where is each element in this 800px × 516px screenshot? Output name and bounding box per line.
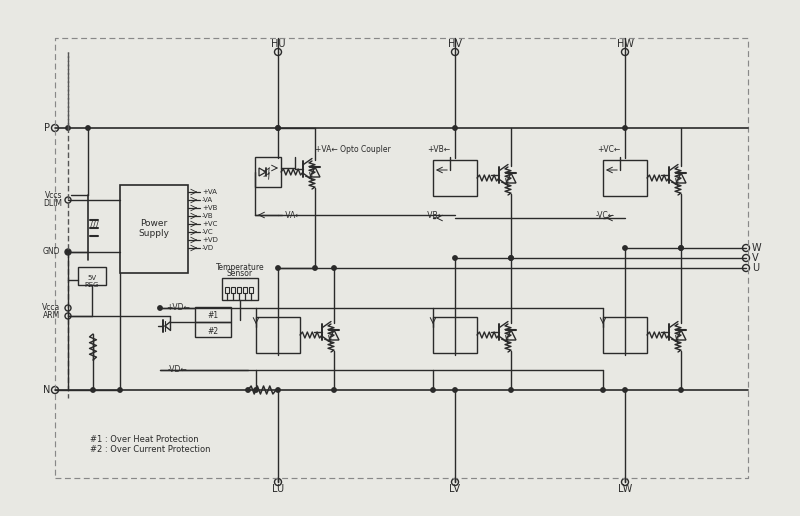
Bar [120, 185, 188, 273]
Circle shape [246, 388, 250, 392]
Circle shape [509, 256, 514, 260]
Bar [78, 267, 106, 285]
Text: HW: HW [617, 39, 634, 49]
Circle shape [332, 266, 336, 270]
Text: #1 : Over Heat Protection: #1 : Over Heat Protection [90, 436, 198, 444]
Circle shape [91, 388, 95, 392]
Circle shape [118, 388, 122, 392]
Text: GND: GND [42, 248, 60, 256]
Bar [433, 160, 477, 196]
Polygon shape [676, 330, 686, 340]
Circle shape [332, 388, 336, 392]
Text: N: N [42, 385, 50, 395]
Bar [195, 322, 231, 337]
Text: V: V [752, 253, 758, 263]
Text: HV: HV [448, 39, 462, 49]
Text: REG: REG [85, 282, 99, 288]
Circle shape [313, 266, 317, 270]
Bar [433, 317, 477, 353]
Text: -VC: -VC [202, 229, 214, 235]
Circle shape [453, 126, 458, 130]
Text: #2: #2 [207, 327, 218, 335]
Text: Temperature: Temperature [216, 263, 264, 271]
Text: +VB←: +VB← [427, 146, 450, 154]
Circle shape [66, 126, 70, 130]
Bar [603, 160, 647, 196]
Text: #1: #1 [207, 312, 218, 320]
Bar [231, 287, 235, 293]
Text: LU: LU [272, 484, 284, 494]
Text: #2 : Over Current Protection: #2 : Over Current Protection [90, 445, 210, 455]
Text: -VD: -VD [202, 245, 214, 251]
Bar [255, 157, 281, 187]
Bar [237, 287, 241, 293]
Circle shape [158, 306, 162, 310]
Polygon shape [506, 173, 516, 183]
Bar [249, 287, 253, 293]
Polygon shape [329, 330, 339, 340]
Circle shape [453, 388, 458, 392]
Text: +VD: +VD [202, 237, 218, 243]
Polygon shape [310, 167, 320, 177]
Text: ///: /// [90, 220, 98, 230]
Bar [243, 287, 247, 293]
Text: +VB: +VB [202, 205, 218, 211]
Text: U: U [752, 263, 759, 273]
Text: -VA: -VA [202, 197, 213, 203]
Circle shape [276, 126, 280, 130]
Circle shape [622, 388, 627, 392]
Circle shape [276, 388, 280, 392]
Text: -VA←: -VA← [284, 211, 302, 219]
Text: W: W [752, 243, 762, 253]
Circle shape [678, 246, 683, 250]
Text: P: P [44, 123, 50, 133]
Text: DLIM: DLIM [43, 199, 62, 207]
Text: -VB: -VB [202, 213, 214, 219]
Bar [195, 307, 231, 322]
Circle shape [86, 126, 90, 130]
Circle shape [601, 388, 606, 392]
Bar [256, 317, 300, 353]
Text: Power: Power [140, 219, 168, 229]
Text: +VC: +VC [202, 221, 218, 227]
Polygon shape [259, 168, 266, 176]
Text: ARM: ARM [42, 311, 60, 319]
Text: +VD←: +VD← [166, 303, 190, 313]
Text: Vcca: Vcca [42, 303, 60, 313]
Circle shape [622, 246, 627, 250]
Text: -VB←: -VB← [426, 211, 445, 219]
Text: Sensor: Sensor [227, 269, 253, 279]
Bar [603, 317, 647, 353]
Circle shape [66, 250, 70, 254]
Circle shape [622, 126, 627, 130]
Circle shape [276, 126, 280, 130]
Circle shape [509, 388, 514, 392]
Text: 5V: 5V [87, 275, 97, 281]
Text: +VA← Opto Coupler: +VA← Opto Coupler [315, 146, 390, 154]
Text: -VD←: -VD← [168, 365, 188, 375]
Text: LW: LW [618, 484, 632, 494]
Bar [222, 278, 258, 300]
Text: +VC←: +VC← [597, 146, 620, 154]
Circle shape [276, 266, 280, 270]
Text: Supply: Supply [138, 230, 170, 238]
Text: LV: LV [450, 484, 461, 494]
Circle shape [254, 388, 258, 392]
Text: HU: HU [270, 39, 286, 49]
Circle shape [453, 256, 458, 260]
Bar [225, 287, 229, 293]
Polygon shape [676, 173, 686, 183]
Circle shape [430, 388, 435, 392]
Text: Vccs: Vccs [45, 190, 62, 200]
Text: +VA: +VA [202, 189, 217, 195]
Circle shape [678, 246, 683, 250]
Circle shape [678, 388, 683, 392]
Polygon shape [506, 330, 516, 340]
Text: -VC←: -VC← [595, 211, 614, 219]
Circle shape [509, 256, 514, 260]
